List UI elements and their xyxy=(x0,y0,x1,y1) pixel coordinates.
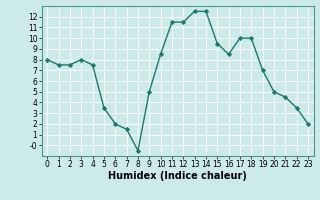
X-axis label: Humidex (Indice chaleur): Humidex (Indice chaleur) xyxy=(108,171,247,181)
